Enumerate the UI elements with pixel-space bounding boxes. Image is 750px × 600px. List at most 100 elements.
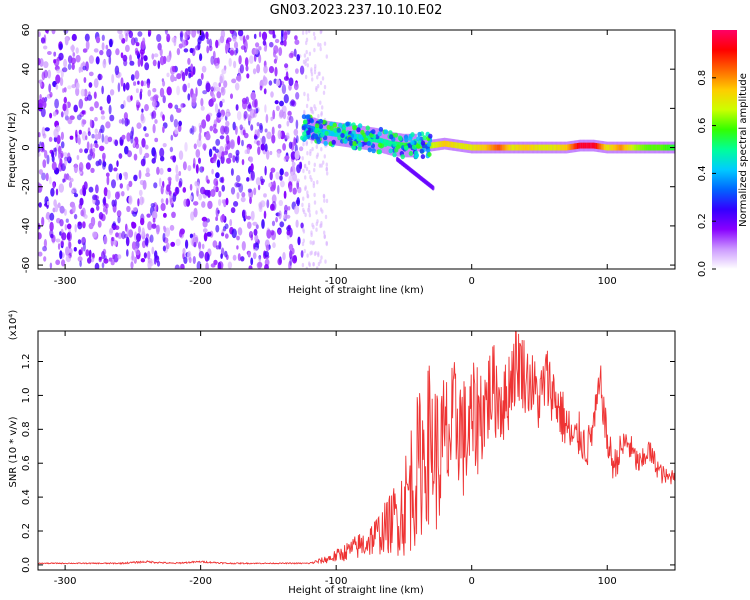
spectrogram-cell xyxy=(275,78,281,87)
spectrogram-cell xyxy=(93,48,99,53)
spectrogram-cell xyxy=(180,103,183,109)
spectrogram-cell xyxy=(160,156,165,162)
spectrogram-cell xyxy=(237,253,241,262)
spectrogram-cell xyxy=(129,60,135,66)
spectrogram-cell xyxy=(128,195,133,205)
spectrogram-cell xyxy=(195,45,200,51)
signal-core xyxy=(563,144,565,151)
spectrogram-cell xyxy=(101,251,105,260)
spectrogram-cell xyxy=(55,74,61,84)
spectrogram-cell xyxy=(140,217,145,226)
colorbar-tick-label: 0.2 xyxy=(697,213,708,229)
spectrogram-cell xyxy=(258,54,262,64)
signal-core xyxy=(621,144,623,151)
spectrogram-cell xyxy=(240,45,246,50)
signal-core xyxy=(595,143,598,149)
spectrogram-cell xyxy=(250,124,254,131)
spectrogram-cell xyxy=(62,103,67,112)
signal-core xyxy=(565,144,568,151)
spectrogram-cell xyxy=(141,138,146,148)
spectrogram-cell xyxy=(315,87,318,93)
signal-core xyxy=(564,144,567,151)
colorbar-tick-label: 0.6 xyxy=(697,118,708,134)
spectrogram-cell xyxy=(59,77,64,86)
spectrogram-cell xyxy=(46,30,49,35)
spectrogram-cell xyxy=(282,143,286,151)
spectrogram-cell xyxy=(253,187,257,196)
signal-core xyxy=(464,143,466,150)
x-tick-label: -200 xyxy=(189,276,212,287)
snr-panel: -300 -200 -100 0 100 0.0 0.2 0.4 0.6 0.8 1.0 1.2 H… xyxy=(8,310,676,596)
spectrogram-cell xyxy=(284,63,289,69)
spectrogram-cell xyxy=(112,221,116,227)
snr-y-axis: 0.0 0.2 0.4 0.6 0.8 1.0 1.2 xyxy=(21,354,675,573)
spectrogram-cell xyxy=(144,152,150,158)
spectrogram-cell xyxy=(41,216,45,227)
signal-blob xyxy=(351,145,356,151)
spectrogram-cell xyxy=(159,147,165,158)
spectrogram-cell xyxy=(166,72,170,78)
spectrogram-cell xyxy=(95,56,100,65)
spectrogram-cell xyxy=(144,104,149,112)
signal-core xyxy=(622,144,625,151)
signal-core xyxy=(567,144,569,151)
spectrogram-cell xyxy=(266,229,272,239)
signal-core xyxy=(382,138,385,145)
signal-core xyxy=(597,143,599,150)
signal-blob xyxy=(363,137,368,143)
spectrogram-cell xyxy=(247,221,252,229)
signal-core xyxy=(607,144,610,151)
spectrogram-cell xyxy=(109,89,115,96)
spectrogram-cell xyxy=(94,133,99,141)
signal-blob xyxy=(318,118,324,124)
spectrogram-cell xyxy=(292,173,298,182)
signal-blob xyxy=(357,145,362,151)
spectrogram-cell xyxy=(220,125,226,135)
spectrogram-cell xyxy=(126,205,131,213)
signal-core xyxy=(481,144,484,151)
spectrogram-cell xyxy=(99,49,104,56)
spectrogram-cell xyxy=(192,256,196,264)
spectrogram-cell xyxy=(178,150,184,160)
spectrogram-cell xyxy=(191,30,197,38)
spectrogram-cell xyxy=(262,39,267,46)
signal-blob xyxy=(324,130,329,136)
spectrogram-cell xyxy=(88,249,92,259)
spectrogram-cell xyxy=(311,241,314,246)
spectrogram-cell xyxy=(317,42,320,47)
spectrogram-cell xyxy=(277,124,282,129)
spectrogram-cell xyxy=(223,80,228,88)
signal-blob xyxy=(338,122,343,128)
spectrogram-cell xyxy=(198,251,205,259)
spectrogram-cell xyxy=(166,242,170,250)
spectrogram-cell xyxy=(141,108,144,113)
signal-core xyxy=(449,141,451,148)
spectrogram-cell xyxy=(102,59,107,69)
spectrogram-cell xyxy=(65,255,72,263)
spectrogram-cell xyxy=(215,216,219,221)
y-tick-label: 0.8 xyxy=(21,421,32,437)
signal-core xyxy=(391,140,393,147)
spectrogram-cell xyxy=(105,121,111,129)
signal-core xyxy=(655,144,657,151)
signal-core xyxy=(475,144,477,151)
spectrogram-cell xyxy=(38,251,43,257)
spectrogram-cell xyxy=(43,61,49,69)
signal-core xyxy=(312,126,314,133)
spectrogram-cell xyxy=(236,111,242,121)
spectrogram-cell xyxy=(82,48,87,53)
spectrogram-cell xyxy=(255,224,259,230)
spectrogram-cell xyxy=(179,228,185,235)
signal-core xyxy=(400,142,403,149)
spectrogram-cell xyxy=(77,256,83,262)
spectrogram-cell xyxy=(180,263,185,269)
spectrogram-cell xyxy=(94,101,99,109)
spectrogram-cell xyxy=(51,30,56,35)
spectrogram-cell xyxy=(272,242,276,249)
spectrogram-cell xyxy=(47,51,52,55)
colorbar: 0.0 0.2 0.4 0.6 0.8 Normalized spectral ampl… xyxy=(697,30,749,277)
spectrogram-cell xyxy=(261,135,266,145)
spectrogram-cell xyxy=(254,234,259,242)
spectrogram-cell xyxy=(278,199,283,207)
spectrogram-cell xyxy=(86,94,93,101)
